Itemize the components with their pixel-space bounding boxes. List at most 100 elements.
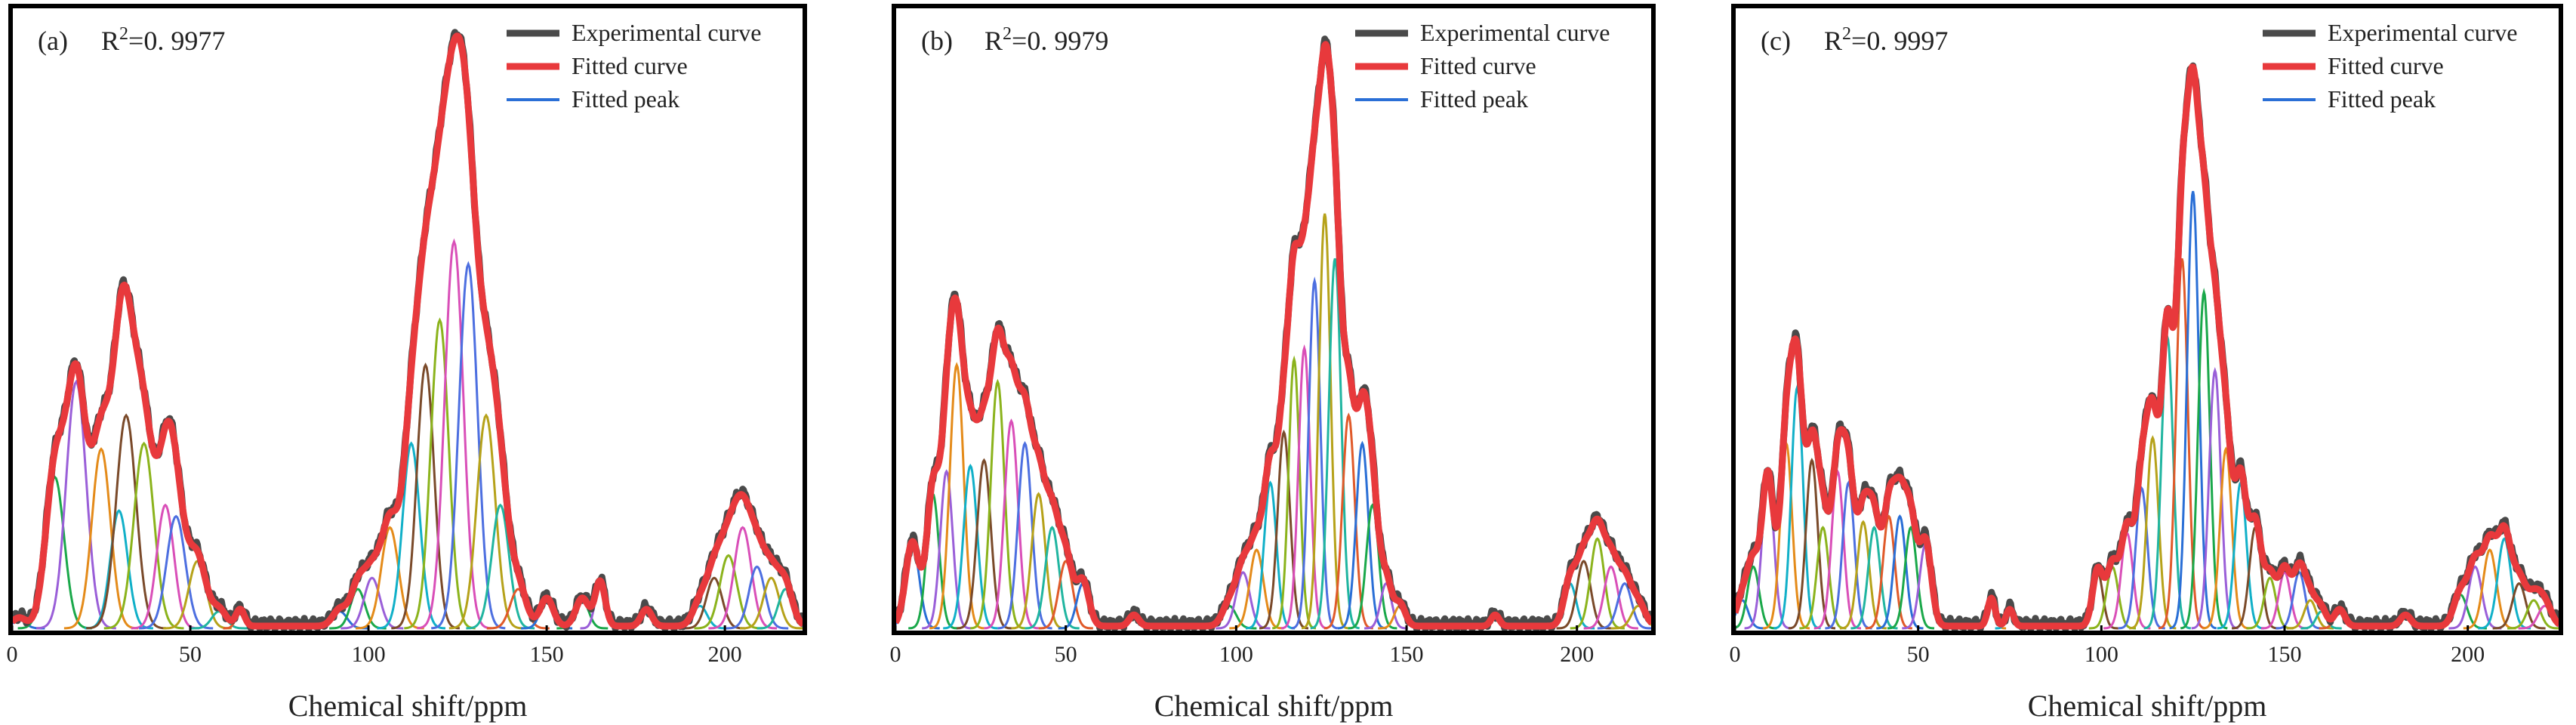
fitted-peak: [1291, 276, 1339, 630]
fitted-peak: [131, 503, 200, 630]
legend-label: Fitted curve: [572, 52, 688, 79]
fitted-peak: [1813, 468, 1861, 630]
fitted-peak: [957, 458, 1012, 630]
fitted-peak: [103, 441, 184, 630]
fitted-peak: [2191, 366, 2239, 630]
fitted-peak: [1337, 440, 1387, 630]
fitted-curve: [11, 32, 805, 630]
fitted-peak: [1799, 526, 1847, 630]
fitted-peak: [2169, 190, 2217, 630]
fitted-peak: [984, 418, 1039, 630]
panel-label: (b): [921, 26, 953, 56]
fitted-peak: [1323, 412, 1373, 630]
x-tick-label: 0: [7, 642, 18, 667]
r-squared: R2=0. 9997: [1824, 24, 1948, 56]
fitted-peak: [36, 379, 116, 630]
r-squared-value: =0. 9997: [1851, 26, 1948, 56]
x-axis-label: Chemical shift/ppm: [2028, 689, 2267, 723]
fitted-peak: [2158, 258, 2206, 630]
fitted-peak: [1038, 560, 1093, 630]
fitted-peak: [1301, 213, 1348, 630]
fitted-peak: [1597, 582, 1652, 630]
fitted-peak: [2463, 548, 2516, 630]
x-tick-label: 0: [1730, 642, 1741, 667]
r-squared-value: =0. 9977: [128, 26, 225, 56]
fitted-peak: [1839, 520, 1887, 630]
fitted-peak: [417, 238, 491, 630]
fitted-peak: [2507, 599, 2559, 630]
fitted-peak: [726, 565, 789, 630]
fitted-peak: [1011, 492, 1066, 630]
fitted-peak: [329, 588, 387, 630]
fitted-peak: [740, 576, 803, 630]
x-axis-label: Chemical shift/ppm: [288, 689, 528, 723]
fitted-peak: [448, 413, 524, 630]
x-tick-label: 200: [2451, 642, 2485, 667]
fitted-curve: [894, 41, 1653, 630]
chart-panel-b: 0 50 100 150 200 Chemical shift/ppm (b) R2=0. 9…: [890, 4, 1656, 723]
legend: Experimental curve Fitted curve Fitted pea…: [1355, 19, 1610, 113]
x-tick-label: 50: [1907, 642, 1930, 667]
r-squared: R2=0. 9979: [984, 24, 1108, 56]
fitted-peak: [340, 576, 404, 630]
fitted-peak: [1556, 560, 1611, 630]
x-tick-label: 50: [1055, 642, 1077, 667]
fitted-peak: [1364, 582, 1408, 630]
fitted-peak: [1876, 514, 1924, 630]
x-tick-label: 200: [708, 642, 742, 667]
fitted-peak: [2129, 435, 2177, 630]
fitted-peak: [2180, 288, 2228, 630]
fitted-peak: [139, 514, 214, 630]
fitted-curve: [1733, 63, 2561, 630]
fitted-peak: [2118, 486, 2165, 630]
legend: Experimental curve Fitted curve Fitted pea…: [2263, 19, 2517, 113]
fitted-peak: [1788, 458, 1835, 630]
fitted-peak: [1825, 480, 1872, 630]
fitted-peak: [486, 588, 550, 630]
fitted-peak: [1310, 258, 1360, 630]
fitted-peak: [1280, 344, 1328, 630]
fitted-peak: [997, 440, 1052, 630]
fitted-peak: [466, 503, 535, 630]
plot-area: [11, 29, 805, 633]
fitted-peak: [1216, 571, 1271, 630]
x-tick-label: 0: [890, 642, 901, 667]
r-squared: R2=0. 9977: [101, 24, 225, 56]
fitted-peak: [1570, 537, 1625, 630]
legend-label: Fitted peak: [572, 85, 679, 113]
plot-area: [894, 35, 1653, 633]
fitted-peak: [1865, 514, 1913, 630]
fitted-peak: [17, 475, 92, 630]
x-tick-label: 150: [530, 642, 564, 667]
fitted-peak: [708, 526, 778, 630]
plot-frame: [1731, 4, 2563, 635]
fitted-peak: [943, 463, 998, 630]
fitted-peak: [2260, 570, 2309, 630]
fitted-peak: [377, 441, 445, 630]
r-squared-prefix: R: [101, 26, 119, 56]
r-squared-prefix: R: [1824, 26, 1842, 56]
x-tick-label: 100: [2085, 642, 2118, 667]
fitted-peak: [190, 610, 248, 630]
panel-label: (a): [38, 26, 68, 56]
plot-frame: [8, 4, 807, 635]
r-squared-sup: 2: [1842, 24, 1851, 44]
x-axis-label: Chemical shift/ppm: [1154, 689, 1394, 723]
fitted-peak: [1229, 548, 1284, 630]
fitted-peak: [63, 447, 139, 630]
fitted-peak: [1259, 429, 1308, 630]
x-tick-label: 200: [1560, 642, 1594, 667]
plot-frame: [892, 4, 1656, 635]
fitted-peak: [391, 362, 460, 630]
legend-label: Experimental curve: [2328, 19, 2517, 46]
fitted-peak: [1025, 526, 1080, 630]
legend-label: Fitted peak: [1420, 85, 1528, 113]
fitted-peak: [1850, 526, 1898, 630]
chart-panel-a: 0 50 100 150 200 Chemical shift/ppm (a) R2=0. 9…: [7, 4, 807, 723]
r-squared-value: =0. 9979: [1012, 26, 1108, 56]
legend-label: Experimental curve: [572, 19, 761, 46]
panel-label: (c): [1761, 26, 1791, 56]
experimental-curve: [894, 35, 1653, 633]
legend-label: Fitted peak: [2328, 85, 2436, 113]
